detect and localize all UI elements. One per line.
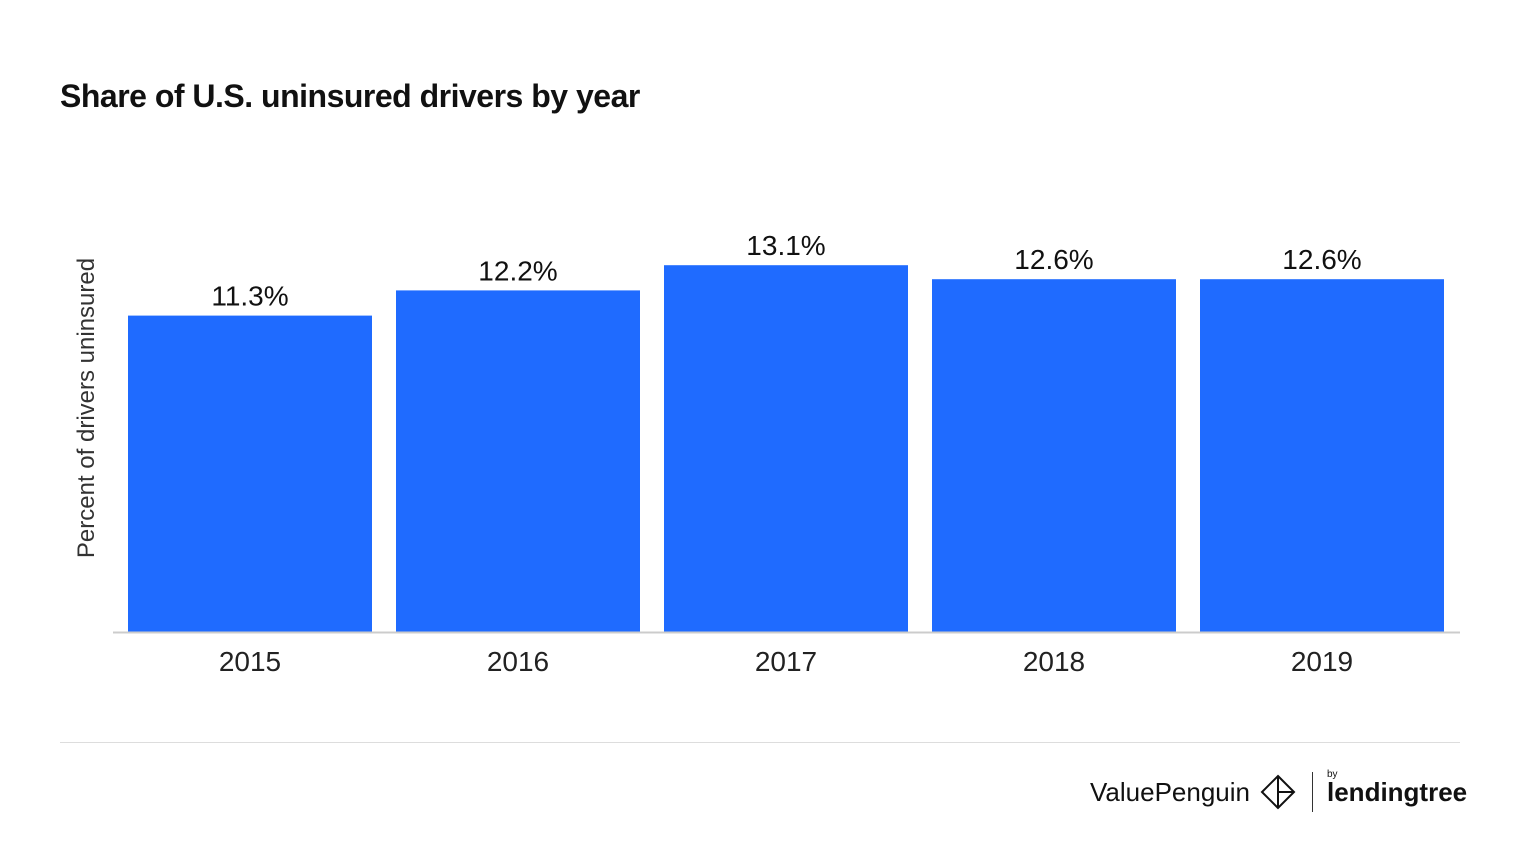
chart-title: Share of U.S. uninsured drivers by year	[60, 78, 640, 114]
lendingtree-text: lendingtree	[1327, 776, 1468, 807]
brand-logo: ValuePenguin by lendingtree	[1090, 769, 1468, 812]
valuepenguin-logo-icon	[1260, 774, 1296, 810]
data-label: 12.6%	[1014, 244, 1093, 275]
bar-2018	[932, 279, 1176, 632]
bar-2017	[664, 265, 908, 632]
logo-separator	[1312, 772, 1313, 812]
bar-2016	[396, 290, 640, 632]
x-tick-label: 2016	[487, 646, 549, 677]
bar-2019	[1200, 279, 1444, 632]
x-tick-label: 2017	[755, 646, 817, 677]
bar-chart: 11.3% 2015 12.2% 2016 13.1% 2017 12.6% 2018 12.6…	[73, 230, 1460, 677]
data-label: 12.2%	[478, 255, 557, 286]
valuepenguin-logo-text: ValuePenguin	[1090, 776, 1250, 807]
x-tick-label: 2015	[219, 646, 281, 677]
by-label: by	[1327, 768, 1338, 780]
bar-2015	[128, 315, 372, 632]
lendingtree-logo: by lendingtree	[1327, 769, 1468, 808]
data-label: 13.1%	[746, 230, 825, 261]
x-tick-label: 2018	[1023, 646, 1085, 677]
footer-divider	[60, 742, 1460, 743]
data-label: 12.6%	[1282, 244, 1361, 275]
data-label: 11.3%	[211, 281, 288, 312]
y-axis-label: Percent of drivers uninsured	[73, 258, 100, 558]
x-tick-label: 2019	[1291, 646, 1353, 677]
